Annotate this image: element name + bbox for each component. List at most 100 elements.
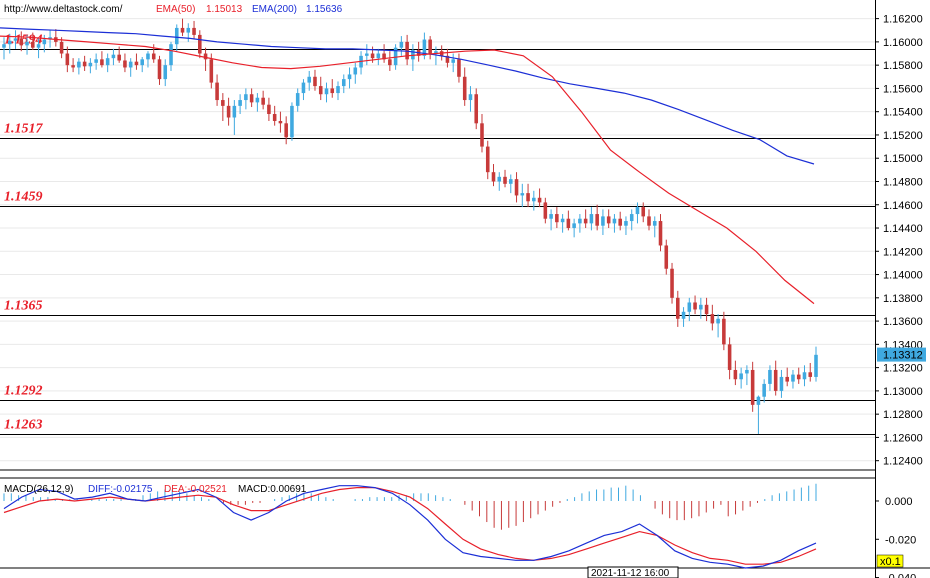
candle-body[interactable]	[572, 223, 576, 229]
candle-body[interactable]	[318, 86, 323, 95]
candle-body[interactable]	[59, 41, 64, 54]
candle-body[interactable]	[174, 27, 179, 45]
candle-body[interactable]	[267, 104, 271, 115]
candle-body[interactable]	[457, 59, 461, 77]
candle-body[interactable]	[716, 318, 720, 324]
candle-body[interactable]	[365, 53, 369, 56]
candle-body[interactable]	[641, 207, 646, 217]
candle-body[interactable]	[146, 53, 150, 60]
candle-body[interactable]	[555, 214, 559, 223]
candle-body[interactable]	[474, 94, 479, 124]
candle-body[interactable]	[399, 41, 404, 48]
candle-body[interactable]	[336, 86, 340, 94]
candle-body[interactable]	[25, 41, 29, 46]
candle-body[interactable]	[209, 59, 214, 83]
candle-body[interactable]	[88, 62, 93, 67]
candle-body[interactable]	[428, 39, 432, 54]
candle-body[interactable]	[814, 354, 818, 377]
candle-body[interactable]	[393, 47, 398, 66]
candle-body[interactable]	[566, 218, 571, 229]
candle-body[interactable]	[606, 216, 611, 224]
candle-body[interactable]	[595, 214, 599, 226]
candle-body[interactable]	[388, 59, 392, 66]
candle-body[interactable]	[238, 100, 242, 106]
candle-body[interactable]	[756, 396, 761, 405]
candle-body[interactable]	[330, 88, 335, 94]
candle-body[interactable]	[94, 59, 98, 63]
candle-body[interactable]	[232, 105, 237, 118]
candle-body[interactable]	[670, 268, 674, 298]
candle-body[interactable]	[7, 40, 12, 45]
candle-body[interactable]	[180, 27, 185, 33]
candle-body[interactable]	[111, 54, 116, 59]
candle-body[interactable]	[353, 67, 358, 75]
candle-body[interactable]	[324, 88, 329, 95]
candle-body[interactable]	[497, 176, 502, 182]
candle-body[interactable]	[722, 318, 726, 345]
candle-body[interactable]	[652, 221, 657, 226]
candle-body[interactable]	[727, 344, 732, 370]
candle-body[interactable]	[549, 214, 553, 219]
candle-body[interactable]	[77, 61, 81, 68]
candle-body[interactable]	[186, 27, 191, 33]
candle-body[interactable]	[226, 105, 231, 118]
candle-body[interactable]	[301, 82, 306, 94]
candle-body[interactable]	[123, 60, 127, 68]
candle-body[interactable]	[612, 218, 617, 224]
candle-body[interactable]	[526, 193, 530, 202]
candle-body[interactable]	[163, 65, 168, 80]
candle-body[interactable]	[664, 245, 669, 269]
candle-body[interactable]	[462, 76, 467, 101]
candle-body[interactable]	[601, 216, 605, 226]
candle-body[interactable]	[589, 214, 594, 224]
candle-body[interactable]	[307, 76, 312, 83]
candle-body[interactable]	[583, 218, 588, 224]
candle-body[interactable]	[750, 369, 755, 405]
candle-body[interactable]	[215, 82, 219, 101]
candle-body[interactable]	[485, 146, 490, 173]
candle-body[interactable]	[796, 374, 801, 380]
candle-body[interactable]	[2, 44, 6, 48]
candle-body[interactable]	[341, 79, 346, 87]
candle-body[interactable]	[36, 44, 41, 48]
candle-body[interactable]	[779, 376, 784, 391]
candle-body[interactable]	[762, 383, 766, 397]
candlesticks[interactable]	[2, 18, 818, 434]
candle-body[interactable]	[658, 221, 663, 246]
candle-body[interactable]	[434, 51, 438, 54]
candle-body[interactable]	[768, 369, 772, 384]
candle-body[interactable]	[578, 218, 582, 224]
candle-body[interactable]	[480, 123, 484, 147]
candle-body[interactable]	[272, 114, 277, 121]
candle-body[interactable]	[203, 53, 208, 60]
candle-body[interactable]	[140, 59, 144, 66]
candle-body[interactable]	[169, 44, 173, 66]
candle-body[interactable]	[537, 197, 542, 203]
candle-body[interactable]	[532, 197, 536, 202]
candle-body[interactable]	[151, 53, 156, 60]
candle-body[interactable]	[405, 41, 409, 60]
candle-body[interactable]	[451, 59, 455, 63]
candle-body[interactable]	[128, 61, 133, 68]
candle-body[interactable]	[629, 214, 634, 222]
candle-body[interactable]	[249, 94, 254, 103]
candle-body[interactable]	[710, 314, 715, 324]
candle-body[interactable]	[370, 53, 375, 59]
candle-body[interactable]	[244, 94, 248, 101]
candle-body[interactable]	[693, 302, 697, 310]
candle-body[interactable]	[65, 53, 70, 66]
candle-body[interactable]	[503, 176, 507, 184]
candle-body[interactable]	[468, 94, 473, 101]
candle-body[interactable]	[313, 76, 317, 87]
candle-body[interactable]	[105, 58, 110, 66]
candle-body[interactable]	[802, 372, 807, 380]
candle-body[interactable]	[520, 193, 525, 196]
candle-body[interactable]	[508, 179, 513, 184]
candle-body[interactable]	[134, 61, 139, 66]
candle-body[interactable]	[157, 59, 162, 80]
candle-body[interactable]	[624, 221, 628, 226]
candle-body[interactable]	[82, 61, 87, 67]
candle-body[interactable]	[745, 369, 749, 374]
candle-body[interactable]	[681, 311, 686, 319]
